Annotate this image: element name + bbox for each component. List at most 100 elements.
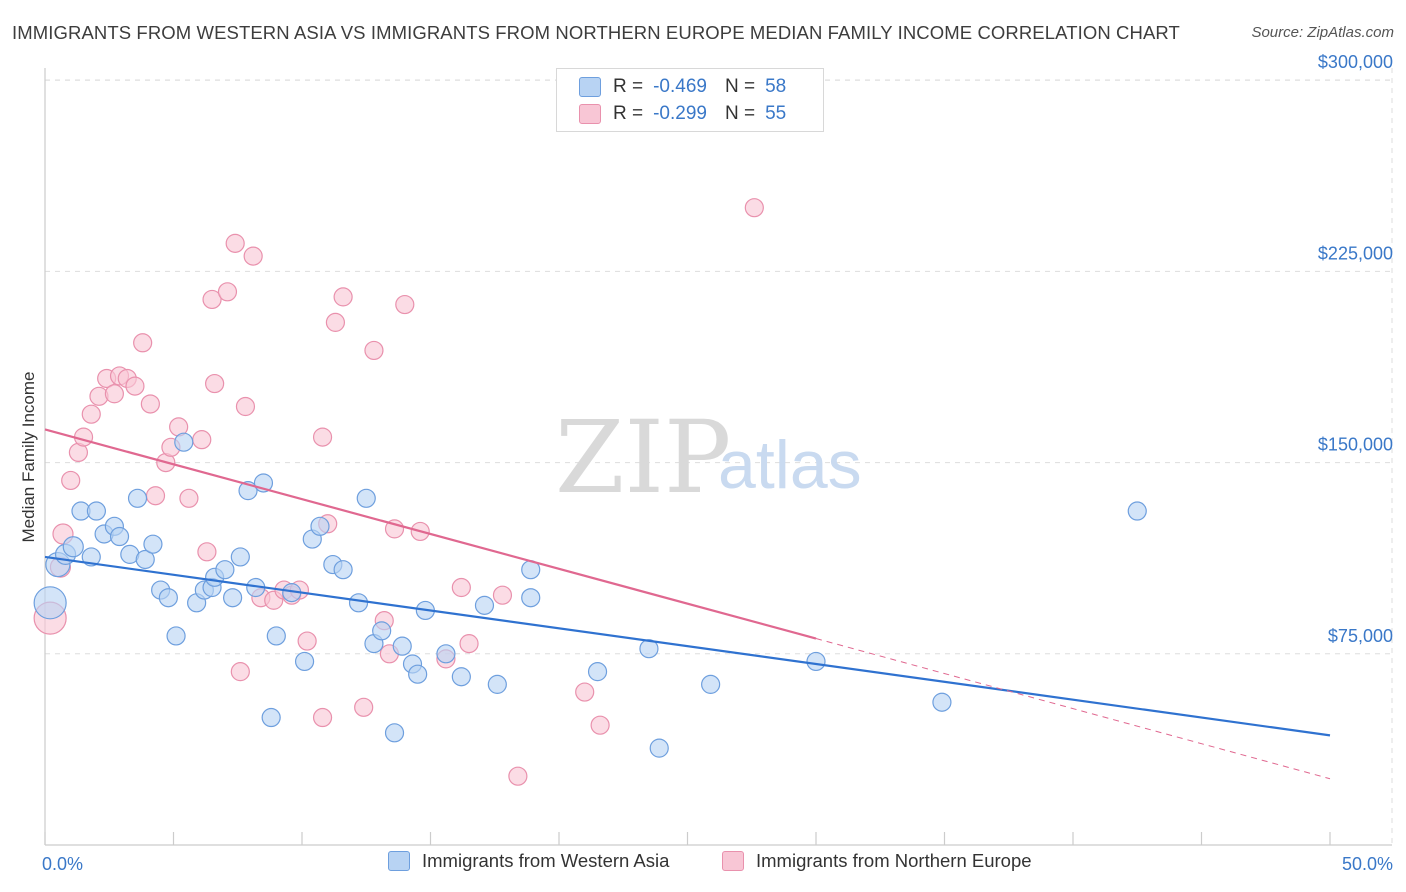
y-tick-label: $75,000: [1328, 626, 1393, 646]
series-legend: Immigrants from Western Asia Immigrants …: [0, 850, 1406, 880]
stats-legend: R = -0.469 N = 58 R = -0.299 N = 55: [556, 68, 824, 132]
watermark: ZIP atlas: [555, 399, 862, 516]
point-northern-europe: [451, 577, 471, 598]
point-western-asia: [143, 534, 163, 554]
point-western-asia: [135, 549, 155, 570]
y-tick-label: $300,000: [1318, 52, 1393, 72]
point-western-asia: [333, 560, 353, 580]
point-northern-europe: [125, 376, 145, 396]
point-northern-europe: [197, 542, 217, 562]
point-northern-europe: [354, 697, 374, 717]
point-western-asia: [86, 501, 107, 521]
point-western-asia: [230, 547, 250, 567]
point-western-asia: [1127, 501, 1147, 521]
point-northern-europe: [61, 470, 81, 491]
point-western-asia: [436, 644, 456, 664]
trend-lines: [44, 428, 1331, 780]
watermark-atlas: atlas: [718, 427, 862, 503]
point-northern-europe: [312, 427, 333, 447]
point-western-asia: [215, 560, 235, 580]
point-western-asia: [408, 664, 428, 684]
point-northern-europe: [575, 682, 595, 702]
point-western-asia: [294, 651, 315, 672]
point-northern-europe: [297, 631, 317, 651]
legend-swatch-western-asia: [579, 77, 601, 97]
point-western-asia: [223, 588, 243, 608]
point-northern-europe: [230, 662, 250, 682]
legend-label-western-asia: Immigrants from Western Asia: [422, 850, 670, 871]
point-western-asia: [521, 588, 541, 608]
point-western-asia: [474, 595, 495, 615]
point-western-asia: [701, 674, 721, 694]
point-western-asia: [372, 621, 392, 641]
legend-n-value: 58: [765, 76, 787, 97]
legend-r-label: R =: [613, 76, 644, 97]
point-northern-europe: [145, 486, 166, 506]
point-northern-europe: [744, 198, 764, 218]
source-credit: Source: ZipAtlas.com: [1251, 24, 1394, 41]
legend-swatch-northern-europe: [579, 104, 601, 124]
point-northern-europe: [325, 312, 346, 332]
x-tick-label-min: 0.0%: [42, 854, 83, 874]
legend-item-northern-europe: Immigrants from Northern Europe: [722, 850, 1032, 872]
point-northern-europe: [364, 340, 384, 361]
point-northern-europe: [235, 396, 256, 417]
point-western-asia: [266, 626, 286, 646]
point-northern-europe: [140, 394, 160, 414]
legend-item-western-asia: Immigrants from Western Asia: [388, 850, 669, 872]
point-northern-europe: [205, 373, 225, 394]
point-western-asia: [166, 626, 186, 646]
chart-title: IMMIGRANTS FROM WESTERN ASIA VS IMMIGRAN…: [12, 22, 1180, 43]
point-western-asia: [587, 662, 608, 682]
point-western-asia: [348, 593, 369, 613]
point-northern-europe: [312, 707, 333, 728]
point-western-asia: [127, 488, 148, 508]
y-tick-label: $225,000: [1318, 243, 1393, 263]
point-northern-europe: [104, 384, 124, 404]
trend-line-northern-europe-extension: [815, 638, 1331, 780]
point-western-asia: [356, 488, 376, 508]
legend-row-western-asia: R = -0.469 N = 58: [579, 73, 786, 101]
legend-row-northern-europe: R = -0.299 N = 55: [579, 100, 786, 128]
point-western-asia: [81, 547, 101, 567]
legend-n-label: N =: [724, 103, 756, 124]
point-northern-europe: [179, 488, 199, 508]
point-western-asia: [261, 707, 281, 728]
legend-swatch-northern-europe: [722, 851, 744, 871]
series-western-asia-points: [33, 432, 1147, 758]
point-northern-europe: [508, 766, 528, 786]
legend-n-value: 55: [765, 103, 787, 124]
legend-n-label: N =: [724, 76, 756, 97]
point-northern-europe: [192, 430, 212, 450]
point-northern-europe: [225, 233, 245, 253]
point-western-asia: [384, 723, 405, 743]
trend-line-northern-europe: [44, 428, 817, 640]
y-axis-label: Median Family Income: [19, 371, 38, 542]
axes: [44, 68, 1392, 846]
point-northern-europe: [133, 333, 153, 353]
legend-swatch-western-asia: [388, 851, 410, 871]
point-northern-europe: [333, 287, 353, 307]
point-western-asia: [109, 526, 130, 547]
legend-label-northern-europe: Immigrants from Northern Europe: [756, 850, 1032, 871]
point-northern-europe: [395, 294, 415, 315]
point-western-asia: [158, 588, 178, 608]
point-northern-europe: [202, 289, 222, 310]
point-western-asia: [392, 636, 412, 656]
point-western-asia: [451, 667, 471, 687]
watermark-zip: ZIP: [555, 399, 731, 516]
point-western-asia: [33, 586, 67, 620]
x-tick-labels: 0.0% 50.0%: [42, 854, 1393, 874]
point-western-asia: [310, 516, 330, 536]
point-western-asia: [487, 674, 507, 694]
point-western-asia: [806, 651, 826, 672]
point-western-asia: [649, 738, 669, 758]
trend-line-western-asia: [44, 555, 1331, 737]
legend-r-label: R =: [613, 103, 644, 124]
point-northern-europe: [492, 585, 513, 605]
x-tick-label-max: 50.0%: [1342, 854, 1393, 874]
y-tick-labels: $75,000 $150,000 $225,000 $300,000: [1318, 52, 1393, 646]
point-northern-europe: [459, 634, 479, 654]
point-northern-europe: [590, 715, 610, 735]
